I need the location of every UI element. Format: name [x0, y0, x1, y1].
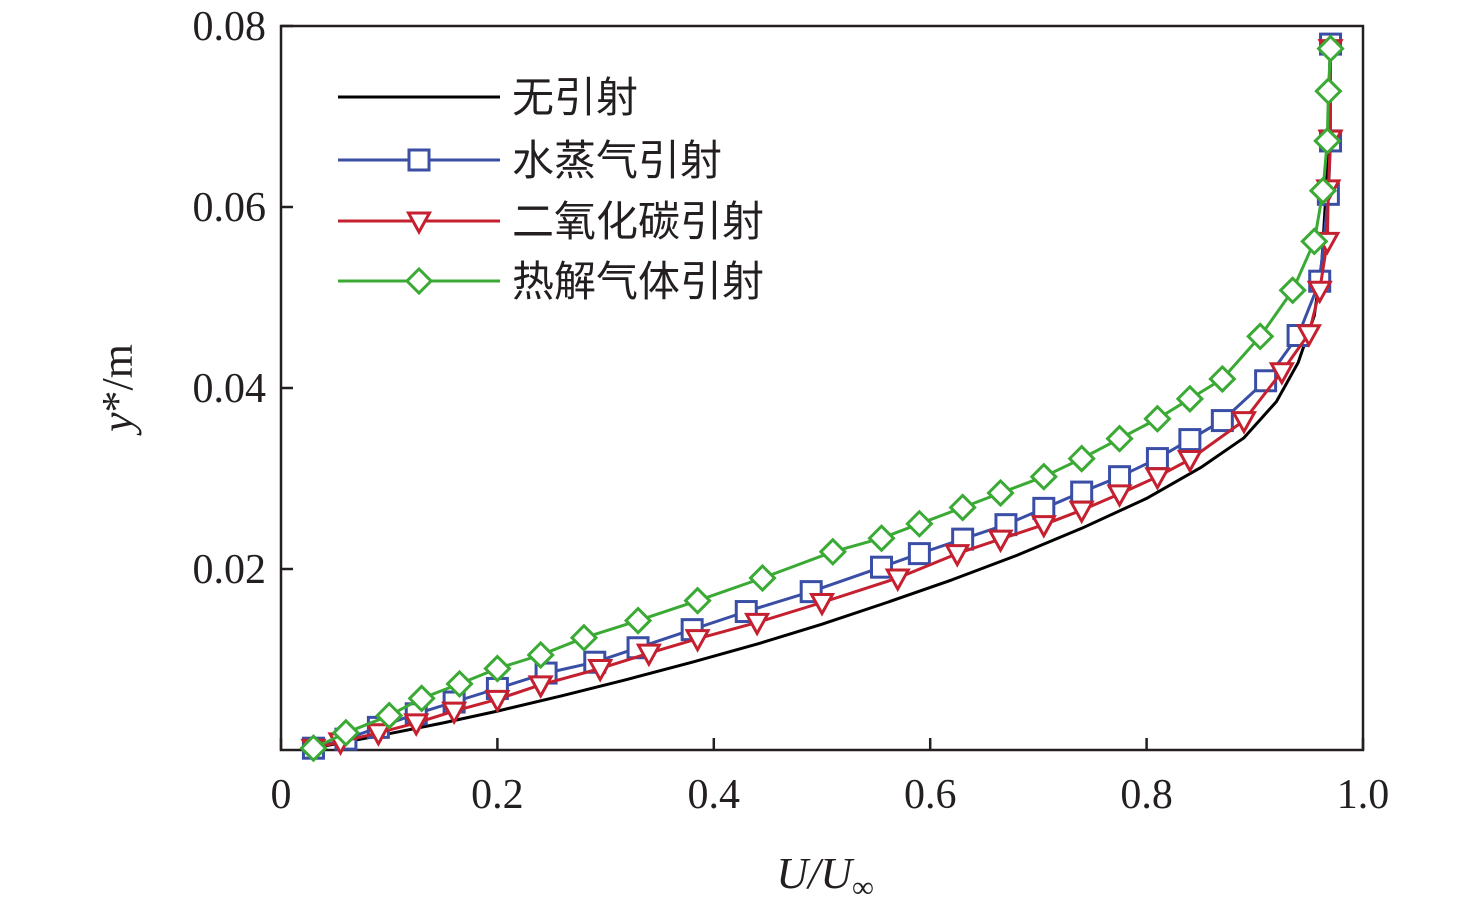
legend-item: 热解气体引射	[338, 257, 764, 306]
data-point	[1230, 411, 1258, 435]
axes: 0 0.2 0.4 0.6 0.8 1.0 0.02 0.04 0.06 0.08	[193, 4, 1390, 818]
data-point	[1306, 280, 1333, 305]
y-tick-label: 0.04	[193, 366, 267, 412]
data-point	[1278, 276, 1307, 305]
series-line	[313, 44, 1332, 750]
data-point	[1145, 447, 1169, 471]
data-point	[683, 586, 712, 615]
data-point	[1178, 428, 1202, 452]
plot-frame	[279, 24, 1365, 752]
data-point	[484, 689, 511, 714]
data-point	[907, 542, 931, 566]
data-point	[1254, 369, 1278, 393]
data-point	[808, 592, 836, 617]
data-point	[623, 606, 653, 635]
data-point	[1070, 480, 1094, 504]
data-point	[441, 701, 468, 726]
data-point	[884, 568, 911, 593]
data-point	[635, 643, 662, 668]
data-point	[1268, 362, 1295, 386]
legend-marker	[407, 148, 431, 172]
data-point	[748, 563, 777, 593]
x-tick-label: 0	[271, 772, 292, 818]
legend-marker	[404, 266, 434, 296]
data-point	[1144, 467, 1171, 491]
series-4	[299, 34, 1345, 763]
data-point	[1068, 500, 1095, 525]
data-point	[870, 555, 894, 579]
data-point	[526, 640, 555, 670]
x-tick-label: 1.0	[1337, 772, 1390, 818]
x-tick-label: 0.8	[1120, 772, 1173, 818]
data-point	[1295, 324, 1322, 348]
data-point	[587, 659, 614, 683]
legend-item: 水蒸气引射	[338, 136, 722, 185]
legend-label: 热解气体引射	[512, 257, 764, 306]
data-point	[331, 718, 361, 747]
legend-marker	[405, 211, 433, 236]
data-point	[948, 493, 977, 522]
y-tick-label: 0.02	[193, 547, 267, 593]
y-axis-title-var: y	[93, 412, 142, 436]
data-point	[1308, 176, 1338, 205]
data-point	[1108, 465, 1132, 489]
data-point	[987, 529, 1014, 554]
data-point	[403, 713, 430, 737]
series-line	[313, 34, 1332, 750]
data-point	[1176, 449, 1203, 474]
data-point	[1143, 404, 1172, 433]
data-point	[1208, 364, 1237, 394]
x-axis-title-main: U/U	[776, 849, 855, 898]
legend-label: 水蒸气引射	[512, 136, 722, 185]
data-point	[445, 669, 474, 699]
data-point	[1030, 515, 1057, 539]
data-point	[299, 734, 328, 763]
data-point	[569, 623, 599, 652]
legend-label: 二氧化碳引射	[512, 197, 764, 246]
x-axis-title: U/U∞	[776, 849, 873, 904]
legend-label: 无引射	[512, 73, 638, 122]
x-tick-label: 0.2	[471, 772, 524, 818]
y-axis-title: y*/m	[93, 344, 142, 436]
data-point	[1067, 444, 1096, 473]
series-1	[313, 34, 1332, 750]
data-point	[527, 675, 554, 699]
data-point	[744, 612, 771, 637]
y-tick-label: 0.06	[193, 185, 267, 231]
y-tick-label: 0.08	[193, 4, 267, 50]
series-line	[313, 48, 1332, 750]
data-point	[407, 684, 436, 713]
data-point	[1314, 77, 1343, 106]
data-point	[1105, 424, 1134, 453]
data-point	[1300, 227, 1329, 256]
data-point	[1175, 384, 1205, 413]
data-point	[684, 629, 711, 653]
x-axis-title-sub: ∞	[852, 871, 873, 904]
y-axis-title-unit: */m	[93, 344, 142, 412]
data-point	[1246, 322, 1275, 351]
data-point	[1029, 462, 1058, 491]
data-point	[867, 524, 896, 553]
legend-item: 无引射	[338, 73, 638, 122]
plot-area	[299, 32, 1345, 763]
x-tick-label: 0.4	[688, 772, 741, 818]
data-point	[905, 509, 934, 538]
data-point	[1210, 409, 1234, 433]
data-point	[986, 478, 1015, 508]
data-point	[483, 654, 512, 683]
data-point	[1106, 484, 1133, 508]
data-point	[375, 701, 404, 730]
legend-item: 二氧化碳引射	[338, 197, 764, 246]
data-point	[365, 723, 392, 747]
data-point	[1313, 126, 1342, 156]
x-tick-label: 0.6	[904, 772, 957, 818]
data-point	[1316, 34, 1345, 63]
data-point	[944, 544, 971, 568]
data-point	[818, 537, 847, 566]
